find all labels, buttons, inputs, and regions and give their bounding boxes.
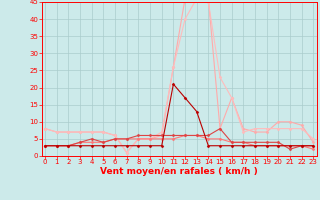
X-axis label: Vent moyen/en rafales ( km/h ): Vent moyen/en rafales ( km/h ) [100, 167, 258, 176]
